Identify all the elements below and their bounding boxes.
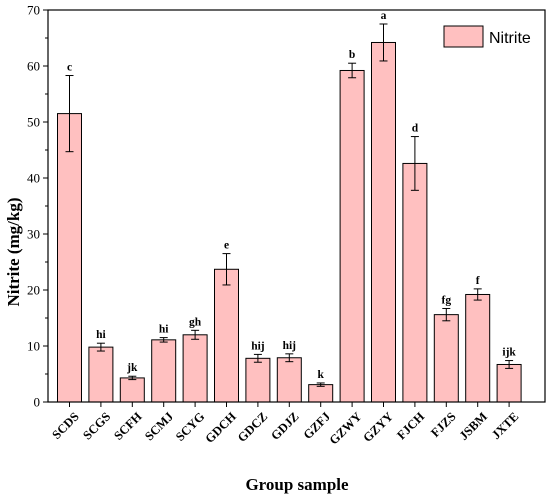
y-tick-label: 10 <box>27 339 40 354</box>
legend-label: Nitrite <box>489 30 531 47</box>
plot-area: c SCDS hi SCGS jk SCFH hi SCMJ gh SCYG e GDCH hij GDC… <box>27 3 546 447</box>
significance-label: fg <box>442 294 452 306</box>
bar <box>119 377 145 403</box>
x-tick-label: GDCH <box>202 409 239 446</box>
significance-label: hi <box>96 329 106 341</box>
x-tick-label: SCGS <box>80 409 113 442</box>
bar <box>496 363 522 403</box>
y-tick-label: 20 <box>27 283 40 298</box>
y-tick-label: 0 <box>34 395 41 410</box>
y-tick-label: 50 <box>27 115 40 130</box>
x-tick-label: GZYY <box>360 409 395 444</box>
bar <box>182 334 208 403</box>
y-tick-label: 60 <box>27 59 40 74</box>
y-tick-label: 40 <box>27 171 40 186</box>
significance-label: c <box>67 62 72 74</box>
significance-label: ijk <box>502 347 516 359</box>
y-axis-title: Nitrite (mg/kg) <box>4 197 23 306</box>
y-tick-label: 70 <box>27 3 40 18</box>
x-axis-title: Group sample <box>245 475 349 494</box>
bar <box>308 384 334 403</box>
significance-label: e <box>224 240 229 252</box>
x-tick-label: JSBM <box>457 409 491 443</box>
bar <box>339 69 365 403</box>
bar <box>57 113 82 403</box>
x-tick-label: SCFH <box>111 409 145 443</box>
significance-label: hij <box>251 340 265 352</box>
bar <box>402 162 428 403</box>
bar <box>245 357 271 403</box>
plot-frame <box>47 9 546 403</box>
legend: Nitrite <box>443 25 531 48</box>
x-tick-label: FJZS <box>428 409 459 440</box>
x-tick-label: GDCZ <box>235 409 270 444</box>
x-tick-label: JXTE <box>489 409 521 441</box>
significance-label: gh <box>189 316 202 328</box>
significance-label: d <box>412 123 419 135</box>
x-tick-label: GZWY <box>327 409 365 447</box>
x-tick-label: GDJZ <box>268 409 301 442</box>
significance-label: hij <box>283 340 297 352</box>
y-tick-label: 30 <box>27 227 40 242</box>
bar <box>371 41 396 403</box>
bar <box>276 357 302 403</box>
bar <box>88 346 114 403</box>
significance-label: hi <box>159 324 169 336</box>
significance-label: k <box>317 369 324 381</box>
significance-label: f <box>476 275 480 287</box>
significance-label: jk <box>126 362 138 374</box>
bar <box>433 314 459 403</box>
significance-label: b <box>349 49 355 61</box>
bar <box>465 293 491 403</box>
bar <box>151 339 177 403</box>
x-tick-label: SCDS <box>49 409 82 442</box>
legend-swatch <box>443 25 484 48</box>
bar <box>214 268 239 403</box>
significance-label: a <box>381 10 387 22</box>
x-tick-label: SCMJ <box>142 409 176 443</box>
x-tick-label: SCYG <box>173 409 208 444</box>
x-tick-label: FJCH <box>394 409 427 442</box>
